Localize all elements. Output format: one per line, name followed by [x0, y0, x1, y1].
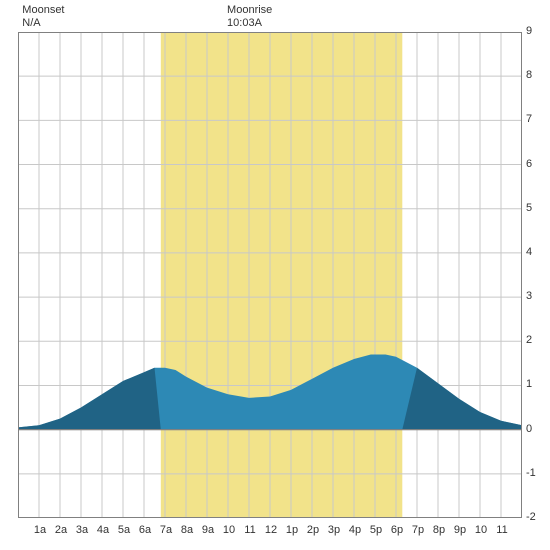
y-tick: 9	[526, 25, 532, 37]
chart-svg	[18, 32, 522, 518]
y-tick: 4	[526, 246, 532, 258]
y-axis: -2-10123456789	[526, 32, 546, 518]
x-tick: 2p	[304, 524, 322, 536]
x-tick: 8a	[178, 524, 196, 536]
x-tick: 10	[220, 524, 238, 536]
x-tick: 11	[241, 524, 259, 536]
moonset-block: Moonset N/A	[22, 4, 64, 30]
y-tick: 3	[526, 290, 532, 302]
y-tick: 7	[526, 113, 532, 125]
x-tick: 6a	[136, 524, 154, 536]
x-tick: 6p	[388, 524, 406, 536]
x-tick: 10	[472, 524, 490, 536]
y-tick: -1	[526, 467, 536, 479]
moonset-label: Moonset	[22, 4, 64, 17]
y-tick: 8	[526, 69, 532, 81]
moonset-value: N/A	[22, 17, 64, 30]
x-tick: 7p	[409, 524, 427, 536]
x-tick: 5p	[367, 524, 385, 536]
y-tick: 6	[526, 158, 532, 170]
y-tick: 5	[526, 202, 532, 214]
x-tick: 8p	[430, 524, 448, 536]
y-tick: 2	[526, 334, 532, 346]
x-tick: 9p	[451, 524, 469, 536]
x-tick: 5a	[115, 524, 133, 536]
x-tick: 1p	[283, 524, 301, 536]
tide-chart: Moonset N/A Moonrise 10:03A -2-101234567…	[0, 0, 550, 550]
x-axis: 1a2a3a4a5a6a7a8a9a1011121p2p3p4p5p6p7p8p…	[18, 524, 522, 542]
x-tick: 7a	[157, 524, 175, 536]
x-tick: 9a	[199, 524, 217, 536]
y-tick: 1	[526, 378, 532, 390]
moon-labels: Moonset N/A Moonrise 10:03A	[0, 4, 550, 32]
x-tick: 3a	[73, 524, 91, 536]
plot-area	[18, 32, 522, 518]
moonrise-label: Moonrise	[227, 4, 272, 17]
x-tick: 4a	[94, 524, 112, 536]
x-tick: 12	[262, 524, 280, 536]
x-tick: 4p	[346, 524, 364, 536]
x-tick: 2a	[52, 524, 70, 536]
x-tick: 11	[493, 524, 511, 536]
moonrise-value: 10:03A	[227, 17, 272, 30]
x-tick: 1a	[31, 524, 49, 536]
moonrise-block: Moonrise 10:03A	[227, 4, 272, 30]
y-tick: -2	[526, 511, 536, 523]
x-tick: 3p	[325, 524, 343, 536]
y-tick: 0	[526, 423, 532, 435]
